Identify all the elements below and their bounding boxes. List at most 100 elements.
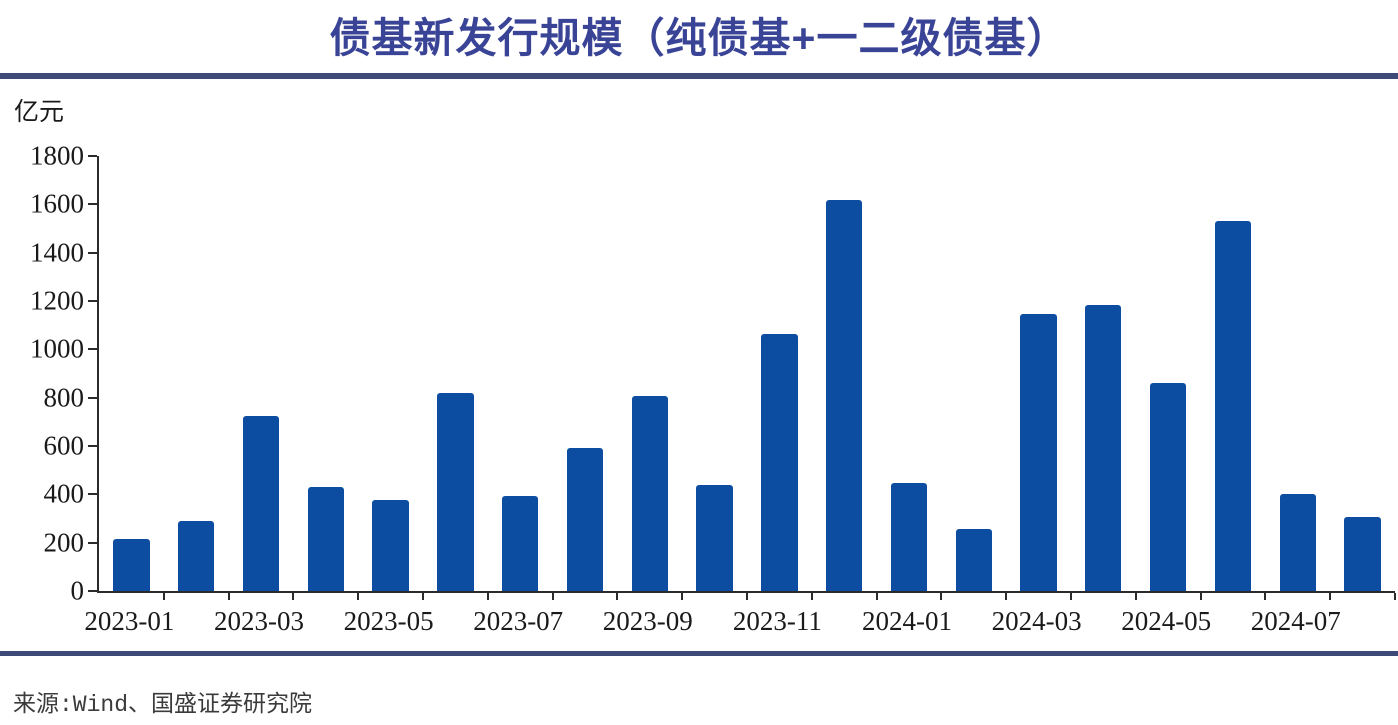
bar-2023-12 — [826, 199, 863, 591]
chart-title: 债基新发行规模（纯债基+一二级债基） — [329, 15, 1069, 61]
x-tick-label-2024-01: 2024-01 — [862, 606, 952, 636]
x-tick-mark-12 — [875, 593, 878, 600]
x-tick-mark-19 — [1329, 593, 1332, 600]
x-tick-mark-8 — [616, 593, 619, 600]
bar-slot-2024-08 — [1330, 156, 1395, 591]
y-tick-mark-0 — [88, 590, 97, 592]
x-tick-mark-3 — [292, 593, 295, 600]
bar-slot-2023-01 — [99, 156, 164, 591]
bar-2023-01 — [113, 539, 150, 591]
x-tick-mark-5 — [422, 593, 424, 600]
y-tick-label-400: 400 — [43, 478, 85, 509]
y-tick-mark-200 — [88, 541, 97, 544]
y-tick-label-800: 800 — [43, 382, 85, 413]
x-tick-mark-15 — [1070, 593, 1072, 600]
bar-slot-2023-07 — [488, 156, 553, 591]
chart-bottom-rule — [0, 651, 1398, 656]
bar-2024-01 — [890, 483, 928, 591]
y-tick-mark-400 — [88, 493, 97, 496]
y-tick-mark-1600 — [88, 203, 97, 206]
bar-slot-2023-09 — [617, 156, 682, 591]
x-tick-mark-7 — [551, 593, 554, 600]
bar-2023-03 — [242, 415, 280, 591]
bar-2024-05 — [1150, 383, 1187, 591]
bar-2023-04 — [307, 487, 344, 591]
x-tick-mark-4 — [357, 593, 360, 600]
bar-2024-06 — [1214, 221, 1252, 591]
x-axis: 2023-01 2023-03 2023-05 2023-07 2023-09 2023-… — [84, 604, 1393, 646]
x-tick-label-2023-05: 2023-05 — [343, 606, 434, 636]
bar-2024-04 — [1085, 304, 1122, 591]
bar-slot-2024-03 — [1006, 156, 1071, 591]
x-tick-label-2023-01: 2023-01 — [84, 606, 175, 636]
x-tick-label-2023-03: 2023-03 — [214, 606, 304, 636]
bar-slot-2023-06 — [423, 156, 488, 591]
y-axis: 0 200 400 600 800 1000 1200 1400 1600 1800 — [0, 142, 85, 604]
y-axis-unit-label: 亿元 — [14, 99, 65, 126]
bar-2023-05 — [372, 500, 409, 591]
bar-slot-2023-04 — [293, 156, 358, 591]
bar-2023-09 — [631, 396, 668, 591]
bar-2023-06 — [437, 392, 474, 591]
x-tick-label-2023-09: 2023-09 — [602, 606, 693, 636]
y-tick-mark-800 — [88, 396, 97, 399]
bar-slot-2023-08 — [553, 156, 618, 591]
y-tick-label-1200: 1200 — [30, 285, 84, 316]
x-tick-mark-10 — [746, 593, 748, 600]
bar-series — [99, 156, 1395, 591]
bar-slot-2024-06 — [1201, 156, 1266, 591]
source-note: 来源:Wind、国盛证券研究院 — [13, 692, 313, 718]
x-tick-mark-2 — [227, 593, 230, 600]
x-tick-mark-6 — [486, 593, 489, 600]
x-tick-mark-9 — [681, 593, 684, 600]
bar-slot-2024-07 — [1265, 156, 1330, 591]
bar-slot-2023-02 — [164, 156, 229, 591]
bar-2024-08 — [1344, 517, 1381, 591]
y-tick-mark-1800 — [88, 155, 97, 157]
x-tick-mark-17 — [1199, 593, 1202, 600]
y-tick-label-1400: 1400 — [30, 237, 84, 268]
x-tick-mark-11 — [810, 593, 813, 600]
bar-slot-2023-10 — [682, 156, 747, 591]
bar-slot-2024-02 — [941, 156, 1006, 591]
bar-slot-2023-05 — [358, 156, 423, 591]
x-tick-label-2024-07: 2024-07 — [1250, 606, 1341, 636]
x-tick-mark-14 — [1005, 593, 1008, 600]
x-tick-mark-13 — [940, 593, 943, 600]
x-tick-mark-20 — [1394, 593, 1396, 600]
x-tick-mark-18 — [1264, 593, 1267, 600]
bar-2024-02 — [955, 529, 992, 591]
y-tick-label-1600: 1600 — [30, 188, 84, 219]
y-tick-label-1800: 1800 — [30, 140, 84, 171]
bar-2023-08 — [566, 448, 604, 591]
y-tick-mark-600 — [88, 445, 97, 448]
y-tick-mark-1000 — [88, 348, 97, 351]
bar-slot-2023-11 — [747, 156, 812, 591]
bar-2023-11 — [761, 333, 798, 591]
y-tick-mark-1200 — [88, 300, 97, 303]
y-tick-mark-1400 — [88, 251, 97, 254]
bar-slot-2024-01 — [877, 156, 942, 591]
x-tick-label-2024-05: 2024-05 — [1121, 606, 1212, 636]
bar-slot-2023-12 — [812, 156, 877, 591]
x-tick-label-2023-11: 2023-11 — [732, 606, 822, 636]
y-tick-label-600: 600 — [43, 430, 85, 461]
x-tick-mark-16 — [1134, 593, 1137, 600]
title-divider-rule — [0, 73, 1398, 79]
y-tick-label-0: 0 — [70, 575, 85, 606]
bar-slot-2024-04 — [1071, 156, 1136, 591]
bar-2023-07 — [502, 495, 539, 591]
bar-slot-2023-03 — [229, 156, 294, 591]
x-tick-label-2023-07: 2023-07 — [473, 606, 564, 636]
y-tick-label-1000: 1000 — [30, 333, 84, 364]
bar-slot-2024-05 — [1136, 156, 1201, 591]
x-tick-mark-1 — [162, 593, 165, 600]
bar-2023-10 — [696, 484, 733, 591]
x-tick-label-2024-03: 2024-03 — [991, 606, 1082, 636]
plot-area — [88, 155, 1396, 600]
bar-2024-03 — [1020, 314, 1057, 591]
bar-2024-07 — [1279, 494, 1316, 591]
bar-2023-02 — [178, 520, 215, 591]
y-tick-label-200: 200 — [43, 527, 85, 558]
